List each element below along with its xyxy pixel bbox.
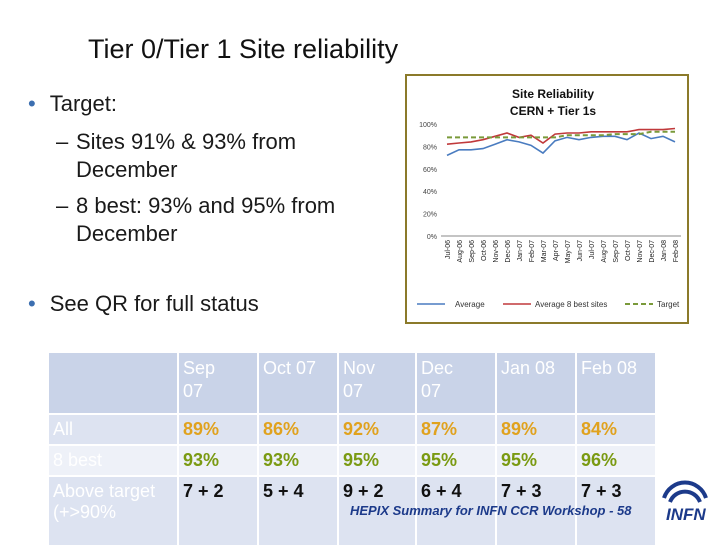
bullet-dot-icon: •: [28, 291, 36, 316]
x-tick-label: Apr-07: [553, 240, 560, 261]
series-line-2: [447, 130, 675, 139]
table-cell: 7 + 2: [179, 477, 257, 545]
sub-bullet-best: – 8 best: 93% and 95% from December: [56, 192, 396, 248]
bullet-qr-text: See QR for full status: [49, 291, 259, 316]
series-line-1: [446, 127, 676, 145]
dash-icon: –: [56, 129, 69, 154]
x-tick-label: Sep-06: [469, 240, 476, 263]
table-cell: 86%: [259, 415, 337, 444]
legend-label: Average: [455, 300, 485, 309]
x-tick-label: Oct-06: [481, 240, 488, 261]
table-header-empty: [49, 353, 177, 413]
series-line-0: [446, 132, 676, 157]
chart-title-line2: CERN + Tier 1s: [510, 104, 596, 118]
sub-bullet-best-line2: December: [76, 221, 178, 247]
x-tick-label: Oct-07: [625, 240, 632, 261]
x-tick-label: Nov-06: [493, 240, 500, 263]
reliability-chart: Site Reliability CERN + Tier 1s 0% 20% 40% 60…: [405, 74, 689, 324]
footer-text: HEPIX Summary for INFN CCR Workshop - 58: [350, 503, 632, 518]
table-header-cell: Feb 08: [577, 353, 655, 413]
table-cell: 96%: [577, 446, 655, 475]
table-header-cell: Oct 07: [259, 353, 337, 413]
table-cell: 93%: [259, 446, 337, 475]
x-tick-label: Jul-07: [589, 240, 596, 259]
x-tick-label: Dec-07: [649, 240, 656, 263]
infn-logo-text: INFN: [666, 505, 706, 524]
table-cell: 93%: [179, 446, 257, 475]
y-tick-label: 100%: [419, 122, 437, 129]
bullet-qr: • See QR for full status: [28, 290, 259, 318]
x-tick-label: Mar-07: [541, 240, 548, 262]
legend-label: Average 8 best sites: [535, 300, 607, 309]
row-label: All: [49, 415, 177, 444]
table-cell: 5 + 4: [259, 477, 337, 545]
bullet-target-text: Target:: [49, 91, 117, 116]
x-tick-label: Nov-07: [637, 240, 644, 263]
table-header-cell: Nov 07: [339, 353, 415, 413]
table-row: All 89% 86% 92% 87% 89% 84%: [49, 415, 655, 444]
table-cell: 95%: [339, 446, 415, 475]
x-tick-label: Aug-06: [457, 240, 464, 263]
y-tick-label: 40%: [423, 189, 437, 196]
y-tick-label: 20%: [423, 212, 437, 219]
table-cell: 89%: [497, 415, 575, 444]
slide-title: Tier 0/Tier 1 Site reliability: [88, 34, 399, 64]
table-row: 8 best 93% 93% 95% 95% 95% 96%: [49, 446, 655, 475]
x-tick-label: Jan-08: [661, 240, 668, 262]
x-tick-label: Feb-08: [673, 240, 680, 262]
table-cell: 89%: [179, 415, 257, 444]
reliability-table: Sep 07 Oct 07 Nov 07 Dec 07 Jan 08 Feb 08 A…: [47, 351, 657, 547]
dash-icon: –: [56, 193, 69, 218]
table-cell: 95%: [497, 446, 575, 475]
table-header-cell: Jan 08: [497, 353, 575, 413]
y-tick-label: 0%: [427, 234, 437, 241]
table-cell: 7 + 3: [577, 477, 655, 545]
y-tick-label: 60%: [423, 167, 437, 174]
table-cell: 9 + 2: [339, 477, 415, 545]
sub-bullet-sites-line2: December: [76, 157, 178, 183]
x-tick-label: Jan-07: [517, 240, 524, 262]
sub-bullet-best-line1: 8 best: 93% and 95% from: [76, 193, 336, 218]
row-label: Above target (+>90%: [49, 477, 177, 545]
x-tick-label: Jun-07: [577, 240, 584, 262]
x-tick-label: Feb-07: [529, 240, 536, 262]
table-cell: 7 + 3: [497, 477, 575, 545]
x-tick-label: Dec-06: [505, 240, 512, 263]
chart-title-line1: Site Reliability: [512, 87, 594, 101]
bullet-target: • Target:: [28, 90, 117, 118]
table-header-cell: Dec 07: [417, 353, 495, 413]
table-cell: 6 + 4: [417, 477, 495, 545]
table-cell: 95%: [417, 446, 495, 475]
bullet-dot-icon: •: [28, 91, 36, 116]
x-tick-label: Jul-06: [445, 240, 452, 259]
table-header-cell: Sep 07: [179, 353, 257, 413]
table-cell: 92%: [339, 415, 415, 444]
y-tick-label: 80%: [423, 144, 437, 151]
table-cell: 84%: [577, 415, 655, 444]
chart-svg: Site Reliability CERN + Tier 1s 0% 20% 40% 60…: [417, 87, 681, 309]
infn-logo-icon: [662, 480, 708, 503]
legend-label: Target: [657, 300, 680, 309]
table-header-row: Sep 07 Oct 07 Nov 07 Dec 07 Jan 08 Feb 08: [49, 353, 655, 413]
table-cell: 87%: [417, 415, 495, 444]
table-row: Above target (+>90% 7 + 2 5 + 4 9 + 2 6 …: [49, 477, 655, 545]
x-tick-label: Sep-07: [613, 240, 620, 263]
sub-bullet-sites-line1: Sites 91% & 93% from: [76, 129, 297, 154]
x-tick-label: Aug-07: [601, 240, 608, 263]
x-tick-label: May-07: [565, 240, 572, 263]
sub-bullet-sites: – Sites 91% & 93% from December: [56, 128, 396, 184]
row-label: 8 best: [49, 446, 177, 475]
